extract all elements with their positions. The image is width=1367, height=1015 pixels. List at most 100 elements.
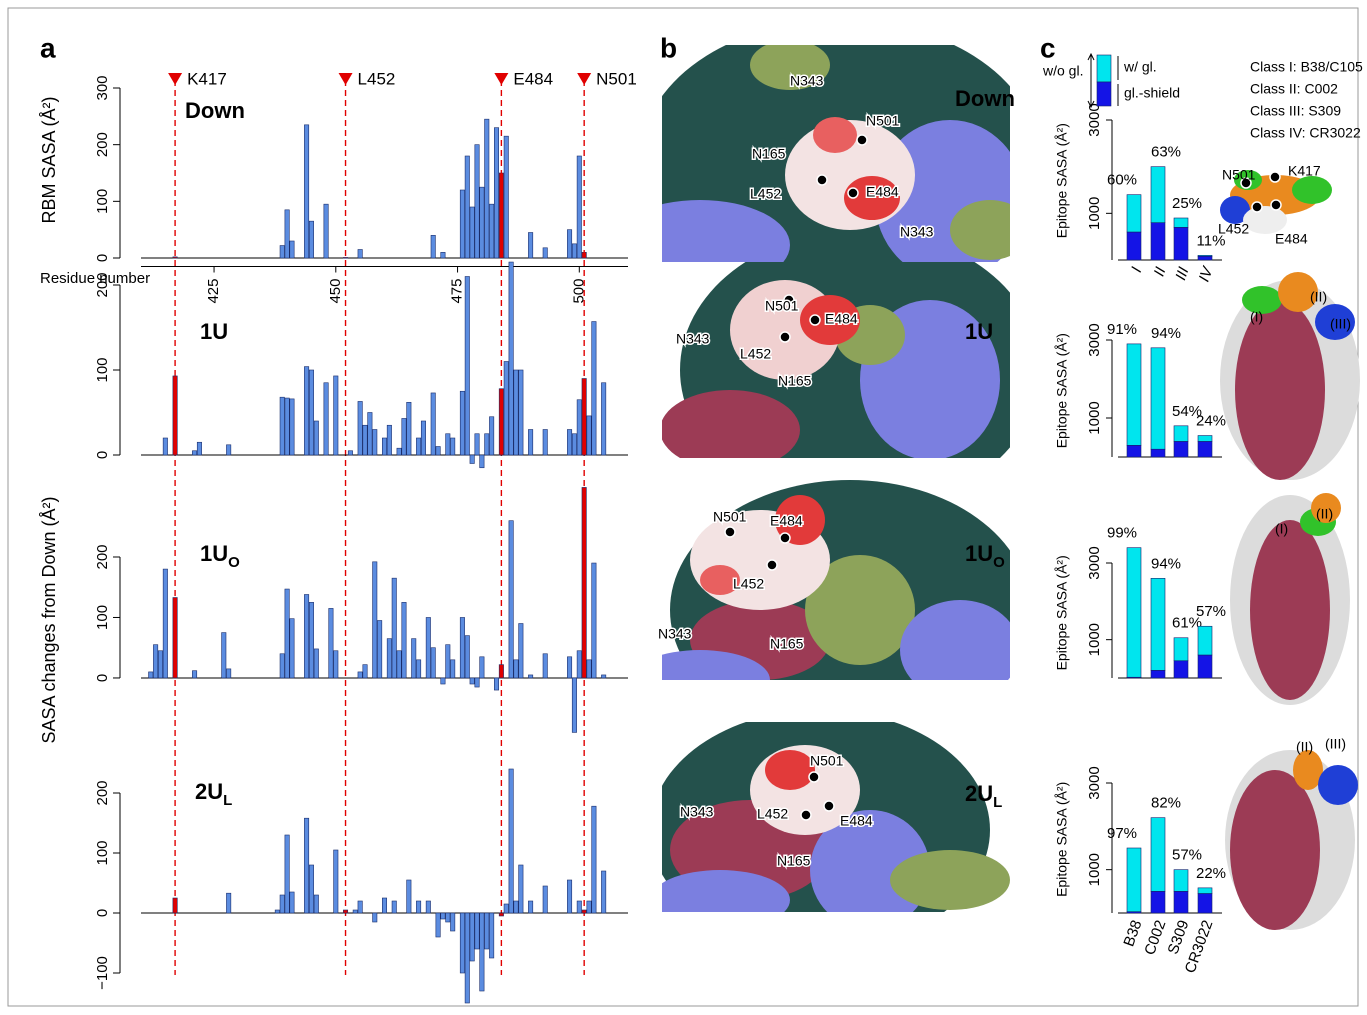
residue-label: N343 <box>658 626 692 642</box>
bar <box>508 768 514 914</box>
bar <box>357 401 363 456</box>
structure-shape <box>900 600 1010 680</box>
bar <box>581 378 587 456</box>
bar-segment <box>1126 444 1142 458</box>
bar-segment <box>1150 670 1166 679</box>
bar <box>508 261 514 456</box>
y-tick-label: 300 <box>94 75 111 100</box>
percentage-label: 99% <box>1107 525 1137 542</box>
residue-label: E484 <box>770 513 803 529</box>
residue-label: E484 <box>825 311 858 327</box>
y-tick-label: 0 <box>94 674 111 682</box>
bar <box>391 900 397 914</box>
bar <box>518 369 524 456</box>
bar <box>450 659 456 679</box>
bar <box>289 398 295 456</box>
bar <box>591 321 597 456</box>
structure-label: (I) <box>1250 309 1263 325</box>
bar-segment <box>1197 441 1213 458</box>
bar <box>430 235 436 259</box>
bar <box>469 454 475 464</box>
bar <box>567 429 573 456</box>
panel-title: Down <box>185 98 245 123</box>
x-tick-label: III <box>1172 265 1192 283</box>
bar <box>386 638 392 679</box>
bar <box>279 245 285 259</box>
y-tick-label: 1000 <box>1086 853 1103 886</box>
bar <box>494 127 500 259</box>
residue-label: L452 <box>757 806 788 822</box>
bar <box>474 677 480 688</box>
marker-label: N501 <box>596 69 637 88</box>
bar <box>528 429 534 456</box>
residue-label: N165 <box>770 636 804 652</box>
bar <box>450 437 456 456</box>
bar-segment <box>1173 227 1189 261</box>
bar <box>542 429 548 456</box>
bar <box>498 912 504 917</box>
bar <box>172 597 178 679</box>
structure-shape <box>1243 206 1287 234</box>
bar <box>406 401 412 456</box>
structure-image <box>662 480 1010 680</box>
residue-dot <box>856 134 868 146</box>
bar <box>304 366 310 456</box>
panel-label: b <box>660 32 677 63</box>
bar <box>542 653 548 679</box>
state-label-main: 2U <box>965 781 993 806</box>
structure-image <box>1225 750 1358 930</box>
residue-dot <box>766 559 778 571</box>
bar <box>196 441 202 456</box>
bar <box>284 209 290 259</box>
marker-icon <box>577 73 592 85</box>
residue-dot <box>800 809 812 821</box>
bar <box>494 677 500 691</box>
bar <box>226 668 232 679</box>
bar <box>567 879 573 914</box>
structure-shape <box>775 495 825 545</box>
y-tick-label: 200 <box>94 132 111 157</box>
x-axis-label: Residue number <box>40 270 150 287</box>
class-legend-label: Class III: S309 <box>1250 103 1341 119</box>
y-tick-label: 3000 <box>1086 546 1103 579</box>
bar <box>192 450 198 456</box>
bar <box>162 568 168 679</box>
structure-label: (I) <box>1275 521 1288 537</box>
residue-label: N501 <box>810 753 844 769</box>
structure-shape <box>1318 765 1358 805</box>
bar <box>489 912 495 959</box>
bar <box>469 677 475 685</box>
marker-label: E484 <box>513 69 553 88</box>
y-tick-label: 100 <box>94 189 111 214</box>
legend-swatch <box>1096 81 1112 107</box>
bar-segment <box>1126 847 1142 913</box>
y-tick-label: 200 <box>94 780 111 805</box>
bar <box>484 433 490 456</box>
residue-label: N343 <box>900 224 934 240</box>
bar <box>352 909 358 914</box>
bar <box>284 588 290 679</box>
class-legend-label: Class IV: CR3022 <box>1250 125 1361 141</box>
bar-segment <box>1150 166 1166 223</box>
bar <box>601 382 607 456</box>
bar <box>308 602 314 679</box>
percentage-label: 97% <box>1107 825 1137 842</box>
bar-segment <box>1173 869 1189 892</box>
bar <box>464 276 470 456</box>
bar <box>148 671 154 679</box>
bar <box>157 650 163 679</box>
bar-segment <box>1173 425 1189 442</box>
bar <box>567 229 573 259</box>
residue-label: N165 <box>778 373 812 389</box>
y-tick-label: 0 <box>94 254 111 262</box>
residue-label: E484 <box>840 813 873 829</box>
residue-dot <box>724 526 736 538</box>
bar <box>489 203 495 259</box>
bar-segment <box>1150 891 1166 914</box>
y-tick-label: 3000 <box>1086 766 1103 799</box>
bar-segment <box>1197 893 1213 914</box>
y-tick-label: −100 <box>94 956 111 990</box>
structure-label: (III) <box>1325 736 1346 752</box>
bar <box>357 671 363 679</box>
residue-dot <box>1269 171 1281 183</box>
